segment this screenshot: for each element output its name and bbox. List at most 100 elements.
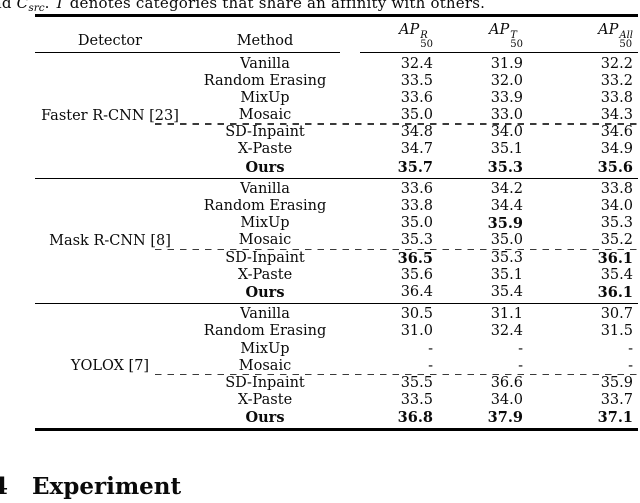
table-row: SD-Inpaint 35.5 36.6 35.9	[35, 375, 638, 392]
ap-all-value-cell: 35.2	[600, 232, 633, 249]
method-cell: Random Erasing	[203, 72, 327, 89]
ap-all-value-cell: 35.3	[600, 215, 633, 232]
ap-all-value-cell: -	[628, 340, 633, 357]
ap-r-value-cell: 35.7	[397, 158, 433, 176]
ap-symbol: AP	[489, 21, 510, 38]
table-header-row: Detector Method AP R 50 AP T 50 AP All 50	[35, 17, 638, 52]
midrule-right-segment	[360, 51, 638, 53]
ap-t-value-cell: 33.9	[490, 89, 523, 106]
method-cell: SD-Inpaint	[225, 249, 305, 266]
column-header-ap-t: AP T 50	[433, 21, 523, 50]
table-row: Mosaic 35.3 35.0 35.2	[35, 232, 638, 249]
ap-all-value-cell: 34.3	[600, 107, 633, 124]
ap-t-value-cell: 35.1	[490, 266, 523, 283]
table-body: Faster R-CNN [23] Vanilla 32.4 31.9 32.2…	[35, 54, 639, 429]
ap-all-value-cell: 33.8	[600, 89, 633, 106]
ap-all-value-cell: 36.1	[597, 249, 633, 267]
column-header-ap-r: AP R 50	[345, 22, 433, 50]
ap-r-value-cell: 34.7	[400, 141, 433, 158]
table-row: SD-Inpaint 36.5 35.3 36.1	[35, 250, 638, 267]
method-cell: X-Paste	[237, 266, 293, 283]
table-row: SD-Inpaint 34.8 34.0 34.6	[35, 124, 638, 141]
method-cell: Vanilla	[240, 55, 290, 72]
method-cell: Ours	[245, 283, 285, 301]
ap-subscript: 50	[510, 38, 523, 50]
ap-all-value-cell: 32.2	[600, 55, 633, 72]
section-rows: Vanilla 30.5 31.1 30.7 Random Erasing 31…	[35, 306, 639, 426]
table-row: Random Erasing 31.0 32.4 31.5	[35, 323, 638, 340]
ap-subscript: 50	[619, 38, 633, 50]
ap-r-value-cell: 33.6	[400, 89, 433, 106]
ap-r-value-cell: 35.5	[400, 374, 433, 391]
table-row: Mosaic - - -	[35, 358, 638, 375]
table-bottom-rule	[35, 428, 638, 431]
section-number: 4	[0, 473, 9, 500]
caption-text: .	[44, 0, 55, 12]
method-cell: Ours	[245, 158, 285, 176]
ap-t-value-cell: 35.0	[490, 232, 523, 249]
ap-t-value-cell: 36.6	[490, 374, 523, 391]
method-cell: X-Paste	[237, 392, 293, 409]
ap-r-value-cell: -	[428, 357, 433, 374]
ap-t-value-cell: 32.0	[490, 72, 523, 89]
ap-t-value-cell: 35.3	[490, 249, 523, 266]
method-cell: Mosaic	[238, 232, 292, 249]
ap-t-value-cell: 31.9	[490, 55, 523, 72]
ap-t-value-cell: 35.1	[490, 141, 523, 158]
ap-r-value-cell: 35.3	[400, 232, 433, 249]
table-top-rule	[35, 14, 638, 17]
caption-math-c: C	[16, 0, 29, 12]
table-row: Ours 36.8 37.9 37.1	[35, 409, 638, 426]
ap-r-value-cell: 33.5	[400, 392, 433, 409]
ap-r-value-cell: 36.8	[397, 409, 433, 427]
ap-r-value-cell: 36.5	[397, 249, 433, 267]
table-row: Ours 35.7 35.3 35.6	[35, 159, 638, 176]
detector-label: Faster R-CNN [23]	[41, 107, 179, 124]
header-midrules	[35, 51, 638, 54]
detector-section: Faster R-CNN [23] Vanilla 32.4 31.9 32.2…	[35, 54, 639, 179]
caption-text: nd	[0, 0, 12, 12]
table-row: Vanilla 33.6 34.2 33.8	[35, 181, 638, 198]
ap-t-value-cell: 37.9	[487, 409, 523, 427]
column-header-method: Method	[236, 32, 294, 49]
table-row: X-Paste 34.7 35.1 34.9	[35, 141, 638, 158]
table-row: Ours 36.4 35.4 36.1	[35, 284, 638, 301]
ap-all-value-cell: 31.5	[600, 323, 633, 340]
ap-r-value-cell: 33.8	[400, 198, 433, 214]
table-row: Vanilla 30.5 31.1 30.7	[35, 306, 638, 323]
method-cell: MixUp	[240, 340, 290, 357]
ap-r-supsub: R 50	[420, 30, 433, 49]
detector-label: YOLOX [7]	[70, 358, 150, 375]
section-rows: Vanilla 32.4 31.9 32.2 Random Erasing 33…	[35, 55, 639, 176]
ap-t-value-cell: -	[518, 340, 523, 357]
ap-t-value-cell: 35.3	[487, 158, 523, 176]
ap-all-value-cell: 33.7	[600, 392, 633, 409]
table-row: Random Erasing 33.8 34.4 34.0	[35, 198, 638, 215]
ap-t-value-cell: 34.4	[490, 198, 523, 214]
ap-t-supsub: T 50	[510, 29, 523, 50]
ap-all-value-cell: 33.8	[600, 180, 633, 197]
ap-t-value-cell: 31.1	[490, 306, 523, 323]
ap-r-value-cell: 35.0	[400, 215, 433, 232]
section-title: Experiment	[32, 473, 182, 500]
ap-all-value-cell: 35.4	[600, 266, 633, 283]
ap-r-value-cell: 32.4	[400, 55, 433, 72]
detector-label: Mask R-CNN [8]	[49, 232, 171, 249]
results-table: Detector Method AP R 50 AP T 50 AP All 50 Fast…	[35, 14, 639, 431]
ap-symbol: AP	[598, 21, 619, 38]
ap-t-value-cell: 32.4	[490, 323, 523, 340]
ap-t-value-cell: 33.0	[490, 107, 523, 124]
ap-r-value-cell: 30.5	[400, 306, 433, 323]
caption-math-t: T	[54, 0, 65, 12]
table-row: MixUp 35.0 35.9 35.3	[35, 215, 638, 232]
ap-all-supsub: All 50	[619, 30, 633, 50]
section-rows: Vanilla 33.6 34.2 33.8 Random Erasing 33…	[35, 181, 639, 301]
ap-superscript: T	[510, 29, 517, 41]
ap-r-value-cell: 34.8	[400, 124, 433, 141]
table-row: MixUp - - -	[35, 341, 638, 358]
method-cell: MixUp	[240, 89, 290, 106]
ap-all-value-cell: 36.1	[597, 283, 633, 301]
ap-r-value-cell: 33.6	[400, 180, 433, 197]
ap-t-value-cell: 34.0	[490, 392, 523, 409]
detector-section: YOLOX [7] Vanilla 30.5 31.1 30.7 Random …	[35, 304, 639, 428]
